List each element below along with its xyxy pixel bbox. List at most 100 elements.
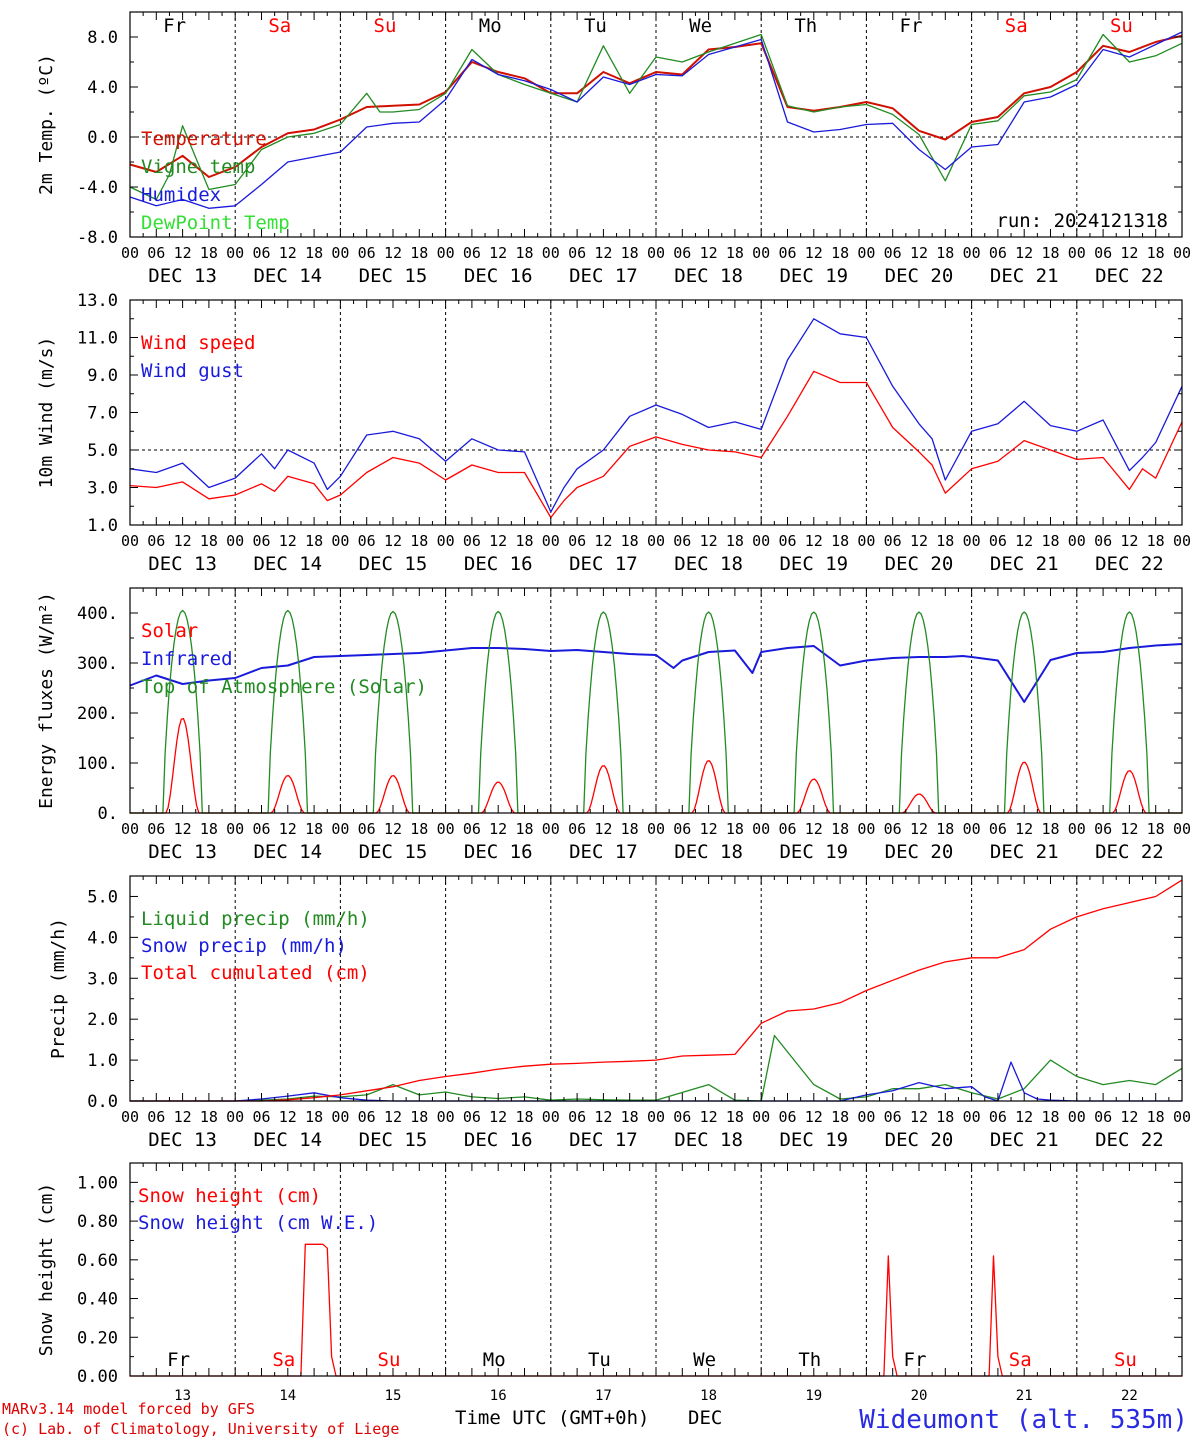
hour-tick-label: 12 <box>700 244 718 262</box>
hour-tick-label: 12 <box>174 1108 192 1126</box>
hour-tick-label: 18 <box>1041 1108 1059 1126</box>
y-tick-label: 13.0 <box>77 291 118 311</box>
day-of-week-label: Mo <box>479 15 502 37</box>
hour-tick-label: 00 <box>437 1108 455 1126</box>
hour-tick-label: 18 <box>410 244 428 262</box>
hour-tick-label: 06 <box>1094 820 1112 838</box>
hour-tick-label: 12 <box>489 1108 507 1126</box>
hour-tick-label: 18 <box>621 244 639 262</box>
hour-tick-label: 18 <box>726 532 744 550</box>
date-label: DEC 13 <box>148 265 217 287</box>
hour-tick-label: 06 <box>1094 244 1112 262</box>
hour-tick-label: 00 <box>542 820 560 838</box>
hour-tick-label: 06 <box>1094 532 1112 550</box>
y-tick-label: 0.0 <box>87 1092 118 1112</box>
x-axis-month: DEC <box>688 1407 722 1429</box>
day-of-week-label: Su <box>378 1349 401 1371</box>
hour-tick-label: 00 <box>331 244 349 262</box>
date-label: DEC 13 <box>148 553 217 575</box>
hour-tick-label: 12 <box>910 820 928 838</box>
hour-tick-label: 00 <box>1173 820 1191 838</box>
hour-tick-label: 00 <box>647 244 665 262</box>
y-axis-label: Snow height (cm) <box>36 1183 57 1356</box>
series-line-temperature <box>129 34 1183 178</box>
hour-tick-label: 12 <box>1120 1108 1138 1126</box>
hour-tick-label: 06 <box>989 1108 1007 1126</box>
legend-entry: Wind gust <box>141 360 244 382</box>
day-of-week-label: Th <box>798 1349 821 1371</box>
hour-tick-label: 06 <box>358 244 376 262</box>
legend-entry: Top of Atmosphere (Solar) <box>141 676 427 698</box>
legend-entry: Total cumulated (cm) <box>141 962 370 984</box>
day-of-week-label: Fr <box>163 15 186 37</box>
grid-layer <box>130 12 1182 1376</box>
date-label: DEC 16 <box>464 265 533 287</box>
day-of-week-label: Tu <box>588 1349 611 1371</box>
hour-tick-label: 18 <box>305 532 323 550</box>
day-of-week-label: Sa <box>272 1349 295 1371</box>
day-number-label: 17 <box>595 1388 612 1404</box>
hour-tick-label: 12 <box>1015 820 1033 838</box>
hour-tick-label: 00 <box>963 532 981 550</box>
hour-tick-label: 00 <box>963 820 981 838</box>
day-of-week-label: We <box>689 15 712 37</box>
date-label: DEC 19 <box>779 1129 848 1151</box>
hour-tick-label: 18 <box>831 532 849 550</box>
hour-tick-label: 06 <box>778 820 796 838</box>
hour-tick-label: 06 <box>252 1108 270 1126</box>
day-number-label: 22 <box>1121 1388 1138 1404</box>
hour-tick-label: 12 <box>594 1108 612 1126</box>
date-label: DEC 22 <box>1095 841 1164 863</box>
plot-frame <box>129 299 1183 526</box>
day-of-week-label: Fr <box>900 15 923 37</box>
series-line-total-cumulated-cm- <box>130 879 1183 1102</box>
y-tick-label: 0. <box>98 804 118 824</box>
hour-tick-label: 18 <box>200 820 218 838</box>
day-of-week-label: Su <box>1110 15 1133 37</box>
hour-tick-label: 06 <box>673 1108 691 1126</box>
hour-tick-label: 18 <box>1147 244 1165 262</box>
hour-tick-label: 06 <box>568 820 586 838</box>
y-tick-label: 8.0 <box>87 28 118 48</box>
date-label: DEC 14 <box>253 841 322 863</box>
hour-tick-label: 06 <box>1094 1108 1112 1126</box>
hour-tick-label: 18 <box>515 244 533 262</box>
hour-tick-label: 12 <box>489 532 507 550</box>
hour-tick-label: 00 <box>857 1108 875 1126</box>
hour-tick-label: 00 <box>121 532 139 550</box>
date-label: DEC 21 <box>990 841 1059 863</box>
hour-tick-label: 18 <box>621 820 639 838</box>
hour-tick-label: 12 <box>1120 244 1138 262</box>
hour-tick-label: 12 <box>1120 532 1138 550</box>
hour-tick-label: 00 <box>963 1108 981 1126</box>
date-label: DEC 13 <box>148 841 217 863</box>
legend-entry: DewPoint Temp <box>141 212 290 234</box>
hour-tick-label: 00 <box>1068 1108 1086 1126</box>
y-tick-label: 0.20 <box>77 1328 118 1348</box>
hour-tick-label: 12 <box>805 244 823 262</box>
hour-tick-label: 18 <box>1147 1108 1165 1126</box>
y-tick-label: 3.0 <box>87 969 118 989</box>
y-tick-label: 0.0 <box>87 128 118 148</box>
hour-tick-label: 00 <box>226 1108 244 1126</box>
y-tick-label: 9.0 <box>87 366 118 386</box>
legend-entry: Snow precip (mm/h) <box>141 935 347 957</box>
hour-tick-label: 00 <box>331 1108 349 1126</box>
credit-line-2: (c) Lab. of Climatology, University of L… <box>2 1420 399 1438</box>
axes-layer <box>129 11 1183 1377</box>
day-of-week-label: Su <box>374 15 397 37</box>
date-label: DEC 17 <box>569 1129 638 1151</box>
y-tick-label: -8.0 <box>77 228 118 248</box>
day-number-label: 16 <box>490 1388 507 1404</box>
date-label: DEC 17 <box>569 265 638 287</box>
hour-tick-label: 00 <box>121 820 139 838</box>
y-tick-label: 4.0 <box>87 78 118 98</box>
hour-tick-label: 00 <box>331 820 349 838</box>
hour-tick-label: 18 <box>726 820 744 838</box>
hour-tick-label: 18 <box>831 820 849 838</box>
series-line-humidex <box>129 31 1183 209</box>
hour-tick-label: 18 <box>200 1108 218 1126</box>
hour-tick-label: 06 <box>673 244 691 262</box>
date-label: DEC 19 <box>779 841 848 863</box>
date-label: DEC 21 <box>990 553 1059 575</box>
